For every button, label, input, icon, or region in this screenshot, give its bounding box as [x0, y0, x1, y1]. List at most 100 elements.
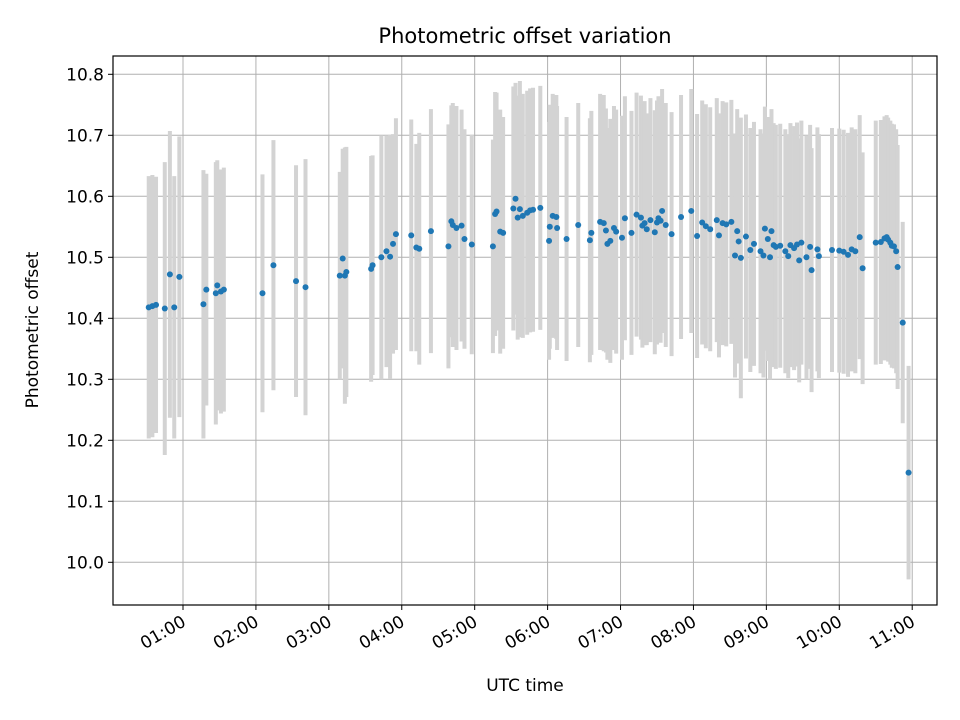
data-point [662, 221, 669, 228]
data-point [387, 253, 394, 260]
data-point [343, 268, 350, 275]
data-point [796, 257, 803, 264]
data-point [546, 237, 553, 244]
x-axis-label: UTC time [486, 676, 564, 696]
data-point [458, 222, 465, 229]
data-point [336, 272, 343, 279]
y-tick-label: 10.0 [66, 553, 104, 573]
data-point [808, 267, 815, 274]
data-point [621, 215, 628, 222]
data-point [803, 254, 810, 261]
data-point [859, 265, 866, 272]
data-point [602, 227, 609, 234]
y-tick-label: 10.3 [66, 370, 104, 390]
data-point [302, 284, 309, 291]
data-point [702, 223, 709, 230]
data-point [840, 248, 847, 255]
data-point [607, 237, 614, 244]
data-point [715, 232, 722, 239]
data-point [641, 220, 648, 227]
data-point [637, 214, 644, 221]
data-point [643, 226, 650, 233]
data-point [814, 246, 821, 253]
data-point [899, 319, 906, 326]
y-tick-label: 10.6 [66, 187, 104, 207]
data-point [618, 234, 625, 241]
data-point [575, 221, 582, 228]
data-point [270, 262, 277, 269]
data-point [220, 286, 227, 293]
data-point [761, 225, 768, 232]
data-point [600, 220, 607, 227]
data-point [732, 252, 739, 259]
data-point [392, 231, 399, 238]
data-point [657, 217, 664, 224]
data-point [694, 232, 701, 239]
data-point [563, 236, 570, 242]
data-point [856, 234, 863, 241]
plot-frame [112, 55, 938, 606]
data-point [628, 229, 635, 236]
data-point [723, 221, 730, 228]
data-point [613, 228, 620, 235]
data-point [408, 232, 415, 239]
data-point [785, 253, 792, 260]
y-tick-label: 10.5 [66, 248, 104, 268]
data-point [171, 304, 178, 311]
data-point [203, 286, 210, 293]
data-point [461, 236, 468, 242]
data-point [500, 229, 507, 236]
data-point [742, 233, 749, 240]
data-point [554, 225, 561, 232]
data-points [145, 195, 912, 476]
data-point [339, 255, 346, 262]
data-point [588, 229, 595, 236]
data-point [845, 251, 852, 258]
data-point [546, 223, 553, 230]
data-point [651, 229, 658, 236]
data-point [828, 246, 835, 253]
data-point [416, 245, 423, 252]
data-point [647, 217, 654, 224]
data-point [161, 305, 168, 312]
data-point [815, 253, 822, 260]
data-point [214, 282, 221, 289]
data-point [872, 239, 879, 246]
data-point [378, 254, 385, 261]
data-point [735, 238, 742, 245]
data-point [767, 254, 774, 261]
chart-title: Photometric offset variation [378, 24, 671, 48]
data-point [537, 204, 544, 211]
data-point [905, 469, 912, 476]
data-point [747, 246, 754, 253]
data-point [586, 237, 593, 244]
data-point [293, 278, 300, 285]
data-point [153, 301, 160, 308]
data-point [259, 290, 266, 297]
data-point [427, 228, 434, 235]
data-point [699, 219, 706, 226]
data-point [516, 206, 523, 213]
data-point [713, 217, 720, 224]
data-point [468, 241, 475, 248]
data-point [750, 240, 757, 247]
data-point [734, 228, 741, 235]
data-point [553, 214, 560, 221]
data-point [777, 242, 784, 249]
data-point [764, 236, 771, 242]
data-point [453, 225, 460, 232]
data-point [668, 231, 675, 238]
y-tick-label: 10.1 [66, 492, 104, 512]
y-tick-label: 10.4 [66, 309, 104, 329]
data-point [760, 252, 767, 259]
data-point [383, 248, 390, 255]
data-point [737, 254, 744, 261]
data-point [852, 248, 859, 255]
y-tick-label: 10.7 [66, 126, 104, 146]
data-point [212, 290, 219, 297]
data-point [166, 271, 173, 278]
data-point [530, 206, 537, 213]
data-point [890, 243, 897, 250]
data-point [176, 273, 183, 280]
